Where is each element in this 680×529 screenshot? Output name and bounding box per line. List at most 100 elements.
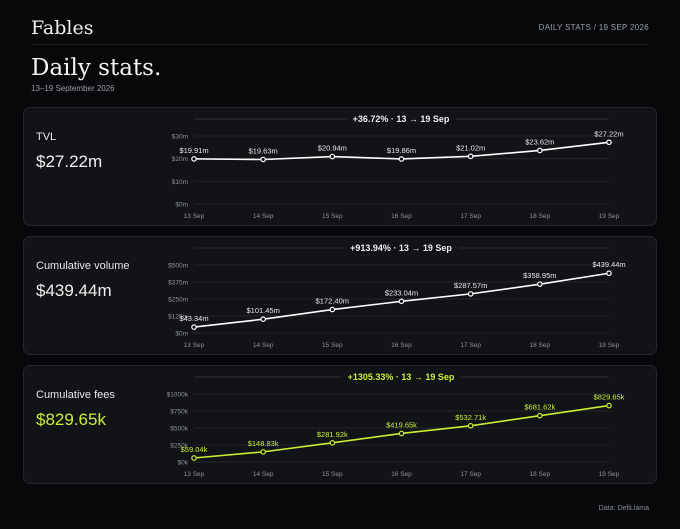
data-point bbox=[260, 449, 266, 455]
y-tick-label: $10m bbox=[172, 179, 188, 186]
tvl-chart: +36.72% · 13 → 19 Sep $0m $10m $20m $30m 13 S… bbox=[172, 113, 624, 220]
x-tick-label: 16 Sep bbox=[391, 213, 412, 220]
data-label: $358.95m bbox=[523, 271, 556, 280]
data-label: $172.40m bbox=[316, 297, 349, 306]
data-label: $20.94m bbox=[318, 144, 347, 153]
x-tick-label: 14 Sep bbox=[253, 342, 274, 349]
y-tick-label: $250m bbox=[168, 297, 188, 304]
card-value: $829.65k bbox=[36, 410, 106, 429]
y-tick-label: $0k bbox=[178, 460, 189, 467]
y-tick-label: $1000k bbox=[167, 392, 189, 399]
data-label: $19.91m bbox=[179, 146, 208, 155]
fees-chart: +1305.33% · 13 → 19 Sep $0k $250k $500k $750… bbox=[167, 371, 625, 478]
data-point bbox=[606, 139, 612, 146]
x-tick-label: 15 Sep bbox=[322, 471, 343, 478]
y-tick-label: $20m bbox=[172, 156, 188, 163]
x-tick-label: 13 Sep bbox=[184, 342, 205, 349]
data-point bbox=[329, 306, 336, 313]
data-point bbox=[606, 402, 612, 409]
data-point bbox=[260, 316, 266, 323]
data-label: $27.22m bbox=[594, 129, 623, 138]
card-value: $439.44m bbox=[36, 281, 112, 300]
tvl-card: TVL $27.22m +36.72% · 13 → 19 Sep $0m $10m… bbox=[23, 107, 657, 226]
data-label: $148.83k bbox=[248, 439, 279, 448]
y-tick-label: $500m bbox=[168, 263, 188, 270]
data-label: $829.65k bbox=[594, 393, 625, 402]
data-point bbox=[329, 153, 336, 160]
x-tick-label: 17 Sep bbox=[460, 342, 481, 349]
data-point bbox=[329, 440, 336, 446]
x-tick-label: 19 Sep bbox=[599, 213, 620, 220]
data-label: $59.04k bbox=[181, 445, 208, 454]
data-point bbox=[191, 455, 197, 461]
chart-title: +913.94% · 13 → 19 Sep bbox=[350, 243, 452, 253]
y-tick-label: $375m bbox=[168, 280, 188, 287]
data-label: $233.04m bbox=[385, 288, 418, 297]
y-tick-label: $500k bbox=[170, 426, 188, 433]
y-tick-label: $30m bbox=[172, 134, 188, 141]
data-label: $532.71k bbox=[455, 413, 486, 422]
data-point bbox=[606, 270, 612, 277]
volume-card: Cumulative volume $439.44m +913.94% · 13… bbox=[23, 236, 657, 355]
x-tick-label: 14 Sep bbox=[253, 471, 274, 478]
chart-title: +1305.33% · 13 → 19 Sep bbox=[348, 372, 455, 382]
data-label: $281.92k bbox=[317, 430, 348, 439]
date-range: 13–19 September 2026 bbox=[31, 84, 115, 93]
data-point bbox=[537, 147, 543, 154]
y-tick-label: $125m bbox=[168, 314, 188, 321]
x-tick-label: 13 Sep bbox=[184, 213, 205, 220]
x-tick-label: 18 Sep bbox=[530, 342, 551, 349]
chart-title: +36.72% · 13 → 19 Sep bbox=[353, 114, 450, 124]
title-bg bbox=[341, 371, 461, 383]
data-point bbox=[398, 430, 405, 437]
header-divider bbox=[31, 44, 649, 45]
data-point bbox=[467, 422, 474, 429]
x-tick-label: 13 Sep bbox=[184, 471, 205, 478]
x-tick-label: 19 Sep bbox=[599, 471, 620, 478]
x-tick-label: 16 Sep bbox=[391, 471, 412, 478]
x-tick-label: 16 Sep bbox=[391, 342, 412, 349]
data-point bbox=[191, 324, 197, 330]
data-label: $21.02m bbox=[456, 143, 485, 152]
data-label: $681.62k bbox=[524, 403, 555, 412]
y-tick-label: $750k bbox=[170, 409, 188, 416]
y-tick-label: $0m bbox=[175, 202, 188, 209]
data-point bbox=[191, 156, 197, 162]
data-source: Data: DefiLlama bbox=[598, 505, 649, 512]
x-tick-label: 19 Sep bbox=[599, 342, 620, 349]
data-point bbox=[260, 156, 266, 163]
x-tick-label: 18 Sep bbox=[530, 213, 551, 220]
x-tick-label: 14 Sep bbox=[253, 213, 274, 220]
card-value: $27.22m bbox=[36, 152, 103, 171]
x-tick-label: 15 Sep bbox=[322, 213, 343, 220]
card-label: Cumulative fees bbox=[36, 389, 115, 401]
data-label: $19.86m bbox=[387, 146, 416, 155]
card-label: Cumulative volume bbox=[36, 260, 130, 272]
data-point bbox=[537, 412, 543, 419]
data-label: $101.45m bbox=[246, 306, 279, 315]
y-tick-label: $250k bbox=[170, 443, 188, 450]
fees-card: Cumulative fees $829.65k +1305.33% · 13 … bbox=[23, 365, 657, 484]
volume-chart: +913.94% · 13 → 19 Sep $0m $125m $250m $375m… bbox=[168, 242, 626, 349]
x-tick-label: 18 Sep bbox=[530, 471, 551, 478]
data-point bbox=[398, 298, 405, 305]
data-label: $439.44m bbox=[592, 260, 625, 269]
data-point bbox=[467, 153, 474, 160]
data-label: $287.57m bbox=[454, 281, 487, 290]
card-label: TVL bbox=[36, 131, 57, 143]
data-label: $43.34m bbox=[179, 314, 208, 323]
data-label: $19.63m bbox=[249, 147, 278, 156]
page-title: Daily stats. bbox=[31, 55, 162, 81]
x-tick-label: 17 Sep bbox=[460, 213, 481, 220]
data-point bbox=[467, 291, 474, 297]
date-header: DAILY STATS / 19 SEP 2026 bbox=[538, 23, 649, 32]
y-tick-label: $0m bbox=[175, 331, 188, 338]
data-label: $23.62m bbox=[525, 137, 554, 146]
data-label: $419.65k bbox=[386, 420, 417, 429]
data-point bbox=[537, 281, 543, 287]
x-tick-label: 17 Sep bbox=[460, 471, 481, 478]
x-tick-label: 15 Sep bbox=[322, 342, 343, 349]
title-bg bbox=[344, 242, 459, 254]
data-point bbox=[398, 156, 405, 162]
brand-logo: Fables bbox=[31, 17, 94, 39]
